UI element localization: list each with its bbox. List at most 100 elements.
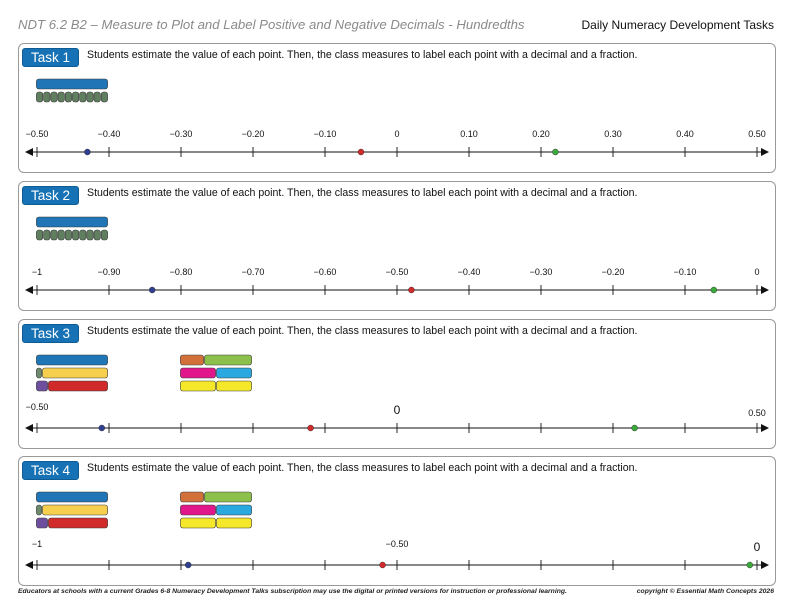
model-1-bar-segment [86,229,94,241]
model-2-bar-segment [216,504,252,516]
task-instruction: Students estimate the value of each poin… [87,462,638,474]
model-1-bar-segment [42,504,108,516]
model-1-bar-segment [42,367,108,379]
model-1-bar-segment [48,380,108,392]
tick-label: 0.30 [604,129,622,139]
model-1-bar-segment [79,91,87,103]
tick-label: −0.50 [386,267,409,277]
model-1-bar-segment [36,380,48,392]
plotted-point-3 [710,286,717,294]
plotted-point-3 [746,561,753,569]
tick-label: −0.80 [170,267,193,277]
model-1-bar-segment [36,504,42,516]
model-1-bar-segment [93,91,101,103]
tick-label: 0 [754,540,761,554]
model-2-bar-segment [216,367,252,379]
model-1-bar-segment [93,229,101,241]
model-1-bar-segment [72,91,80,103]
tick-label: −1 [32,267,42,277]
task-4-panel: Task 4 Students estimate the value of ea… [18,456,776,586]
model-1-bar-segment [57,91,65,103]
tick-label: 0.50 [748,408,766,418]
task-badge: Task 2 [22,186,79,205]
tick-label: 0 [394,129,399,139]
plotted-point-2 [307,424,314,432]
tick-label: −0.60 [314,267,337,277]
task-2-figure: −1 −0.90 −0.80 −0.70 −0.60 −0.50 −0.40 −0.30 −0.… [25,216,769,295]
model-1-bar-segment [100,229,108,241]
tick-label: −0.90 [98,267,121,277]
model-1-bar-segment [36,229,44,241]
tick-label: 0.20 [532,129,550,139]
tick-label: 0 [394,403,401,417]
tick-label: 0.40 [676,129,694,139]
model-2-bar-segment [180,367,216,379]
footer-license-note: Educators at schools with a current Grad… [18,588,567,595]
tick-label: −0.70 [242,267,265,277]
model-2-bar-segment [204,354,252,366]
model-2-bar-segment [180,491,204,503]
page-header: NDT 6.2 B2 – Measure to Plot and Label P… [18,14,774,36]
model-2-bar-segment [216,380,252,392]
model-1-bar-segment [79,229,87,241]
model-1-bar-segment [36,491,108,503]
model-1-bar-segment [50,229,58,241]
task-1-figure: −0.50 −0.40 −0.30 −0.20 −0.10 0 0.10 0.20 0.30 0.… [25,78,769,157]
model-1-bar-segment [36,354,108,366]
left-arrow-icon [25,148,33,156]
model-1-bar-segment [86,91,94,103]
plotted-point-1 [148,286,156,294]
tick-label: −0.40 [458,267,481,277]
tick-label: −0.50 [26,402,49,412]
model-2-bar-segment [180,504,216,516]
task-instruction: Students estimate the value of each poin… [87,187,638,199]
task-badge: Task 3 [22,324,79,343]
right-arrow-icon [761,561,769,569]
model-2-bar-segment [180,380,216,392]
model-1-bar-segment [50,91,58,103]
task-instruction: Students estimate the value of each poin… [87,49,638,61]
model-2-bar-segment [180,517,216,529]
tick-label: −0.40 [98,129,121,139]
task-3-figure: −0.50 0 0.50 [25,354,769,433]
plotted-point-1 [184,561,192,569]
model-2-bar-segment [216,517,252,529]
plotted-point-3 [631,424,638,432]
tick-label: −0.30 [530,267,553,277]
plotted-point-1 [84,148,91,156]
tick-label: −0.50 [26,129,49,139]
model-1-bar-segment [72,229,80,241]
model-1-bar-segment [36,517,48,529]
left-arrow-icon [25,561,33,569]
model-1-bar-segment [43,229,51,241]
plotted-point-1 [98,424,106,432]
plotted-point-2 [379,561,386,569]
tick-label: −0.20 [242,129,265,139]
model-1-bar-segment [64,91,72,103]
model-1-bar-segment [100,91,108,103]
plotted-point-3 [552,148,559,156]
right-arrow-icon [761,424,769,432]
model-1-bar-segment [36,91,44,103]
task-3-panel: Task 3 Students estimate the value of ea… [18,319,776,449]
task-instruction: Students estimate the value of each poin… [87,325,638,337]
document-subtitle: Daily Numeracy Development Tasks [581,18,774,32]
plotted-point-2 [408,286,415,294]
tick-label: −0.10 [314,129,337,139]
tick-label: 0.10 [460,129,478,139]
task-2-panel: Task 2 Students estimate the value of ea… [18,181,776,311]
left-arrow-icon [25,424,33,432]
task-4-figure: −1 −0.50 0 [25,491,769,570]
task-badge: Task 1 [22,48,79,67]
model-1-bar-segment [57,229,65,241]
model-1-bar-segment [48,517,108,529]
plotted-point-2 [357,148,365,156]
model-1-bar-segment [36,367,42,379]
model-1-bar-segment [36,216,108,228]
model-2-bar-segment [204,491,252,503]
right-arrow-icon [761,148,769,156]
tick-label: −0.50 [386,539,409,549]
model-1-bar-segment [36,78,108,90]
left-arrow-icon [25,286,33,294]
tick-label: 0 [754,267,759,277]
